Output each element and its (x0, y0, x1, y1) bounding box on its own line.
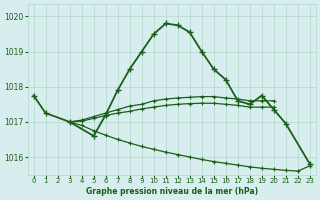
X-axis label: Graphe pression niveau de la mer (hPa): Graphe pression niveau de la mer (hPa) (86, 187, 258, 196)
